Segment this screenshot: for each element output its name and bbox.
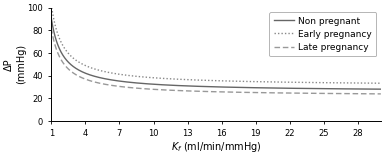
Late pregnancy bbox=[194, 90, 199, 92]
Non pregnant bbox=[182, 85, 187, 87]
Non pregnant bbox=[275, 87, 280, 89]
Early pregnancy bbox=[312, 82, 316, 84]
Line: Non pregnant: Non pregnant bbox=[51, 18, 381, 89]
Non pregnant bbox=[378, 88, 383, 90]
Legend: Non pregnant, Early pregnancy, Late pregnancy: Non pregnant, Early pregnancy, Late preg… bbox=[269, 12, 376, 56]
Early pregnancy bbox=[275, 81, 280, 83]
Non pregnant bbox=[306, 88, 311, 89]
Early pregnancy bbox=[182, 79, 187, 80]
Late pregnancy bbox=[49, 27, 54, 29]
Non pregnant bbox=[194, 85, 199, 87]
Late pregnancy bbox=[275, 92, 280, 94]
Early pregnancy bbox=[306, 82, 311, 83]
Late pregnancy bbox=[82, 78, 87, 80]
Late pregnancy bbox=[182, 90, 187, 92]
Early pregnancy bbox=[49, 3, 54, 5]
Line: Late pregnancy: Late pregnancy bbox=[51, 28, 381, 94]
Early pregnancy bbox=[82, 64, 87, 66]
Non pregnant bbox=[82, 72, 87, 74]
Late pregnancy bbox=[312, 92, 316, 94]
Non pregnant bbox=[312, 88, 316, 90]
Early pregnancy bbox=[378, 82, 383, 84]
Late pregnancy bbox=[306, 92, 311, 94]
Early pregnancy bbox=[194, 79, 199, 81]
Non pregnant bbox=[49, 17, 54, 19]
Late pregnancy bbox=[378, 93, 383, 95]
Line: Early pregnancy: Early pregnancy bbox=[51, 4, 381, 83]
X-axis label: $\mathit{K}_{f}$ (ml/min/mmHg): $\mathit{K}_{f}$ (ml/min/mmHg) bbox=[171, 140, 261, 154]
Y-axis label: ΔP
(mmHg): ΔP (mmHg) bbox=[4, 44, 26, 85]
